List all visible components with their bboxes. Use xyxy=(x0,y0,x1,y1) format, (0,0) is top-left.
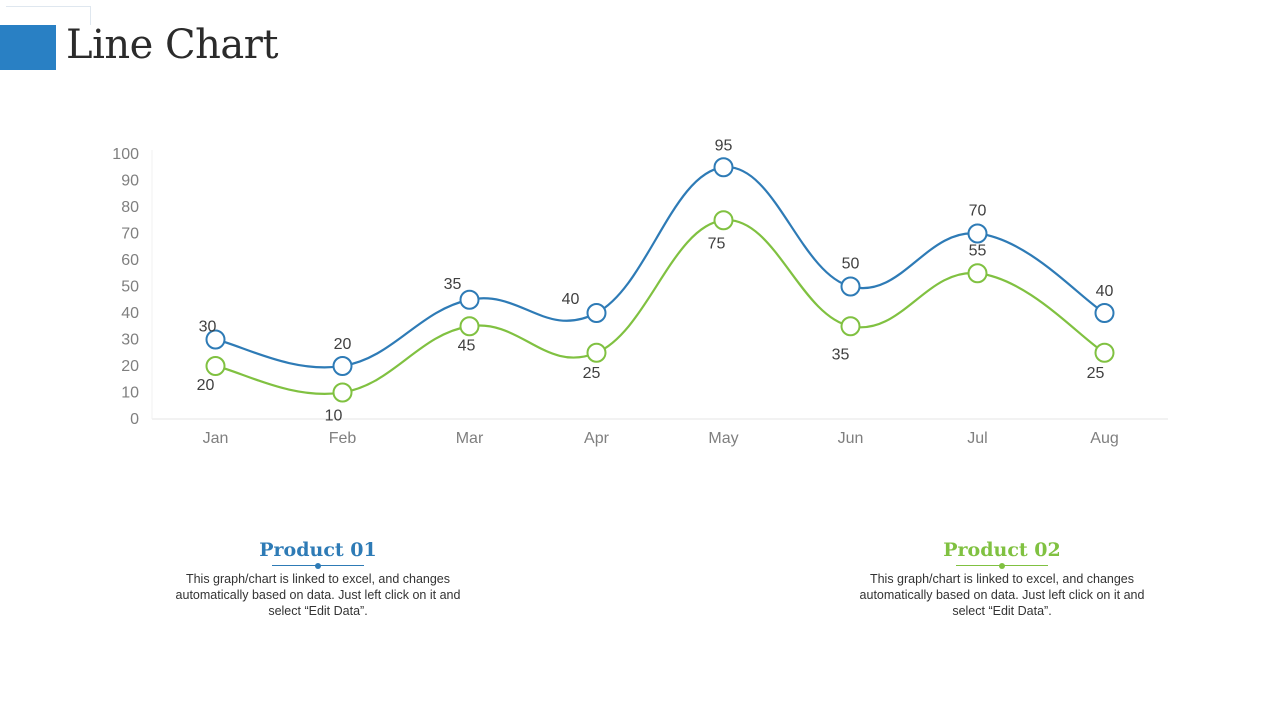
series-2-data-label: 25 xyxy=(1087,365,1105,382)
series-1-data-label: 40 xyxy=(1096,283,1114,300)
legend-product-02: Product 02 This graph/chart is linked to… xyxy=(842,536,1162,619)
y-tick-label: 30 xyxy=(121,332,139,349)
series-1-point xyxy=(967,223,988,244)
series-2-point xyxy=(967,263,988,284)
x-tick-label: Apr xyxy=(584,430,610,447)
y-tick-label: 90 xyxy=(121,173,139,190)
y-tick-label: 80 xyxy=(121,199,139,216)
series-1-point xyxy=(713,157,734,178)
series-2-point xyxy=(205,356,226,376)
series-2-point xyxy=(459,316,480,337)
series-2-point xyxy=(840,316,861,337)
series-2-data-label: 75 xyxy=(708,235,726,252)
corner-frame-decoration xyxy=(6,6,91,25)
series-2-data-label: 10 xyxy=(325,408,343,425)
series-1-point xyxy=(840,276,861,297)
y-tick-label: 10 xyxy=(121,385,139,402)
series-1-line xyxy=(215,166,1106,369)
series-2-data-label: 20 xyxy=(197,377,215,394)
x-tick-label: Feb xyxy=(329,430,357,447)
series-2-line xyxy=(215,219,1106,395)
legend-product-01-divider xyxy=(272,562,364,569)
series-1-data-label: 35 xyxy=(444,276,462,293)
x-tick-label: May xyxy=(708,430,738,447)
series-1-data-label: 30 xyxy=(199,319,217,336)
series-2-data-label: 45 xyxy=(458,337,476,354)
x-tick-label: Aug xyxy=(1090,430,1118,447)
y-tick-label: 40 xyxy=(121,305,139,322)
legend-product-02-description: This graph/chart is linked to excel, and… xyxy=(859,572,1145,618)
series-2-data-label: 25 xyxy=(583,365,601,382)
legend-product-02-divider xyxy=(956,562,1048,569)
x-tick-label: Jan xyxy=(203,430,229,447)
x-tick-label: Mar xyxy=(456,430,484,447)
y-tick-label: 100 xyxy=(112,146,139,163)
legend-product-02-title: Product 02 xyxy=(943,539,1061,561)
x-tick-label: Jul xyxy=(967,430,987,447)
y-tick-label: 60 xyxy=(121,252,139,269)
series-lines xyxy=(215,166,1106,395)
x-tick-label: Jun xyxy=(838,430,864,447)
legend-product-01-title: Product 01 xyxy=(259,539,377,561)
series-1-point xyxy=(459,289,480,310)
legend-product-01-dot-icon xyxy=(315,562,321,569)
series-1-point xyxy=(586,303,607,323)
data-labels: 30 20 35 40 95 50 70 40 20 10 45 25 75 35 55 25 xyxy=(197,137,1114,424)
y-tick-label: 70 xyxy=(121,226,139,243)
y-axis-labels: 0 10 20 30 40 50 60 70 80 90 100 xyxy=(112,146,139,428)
y-tick-label: 20 xyxy=(121,358,139,375)
series-1-data-label: 95 xyxy=(715,137,733,154)
series-1-data-label: 50 xyxy=(842,256,860,273)
legend-product-01-description: This graph/chart is linked to excel, and… xyxy=(175,572,461,618)
series-2-point xyxy=(1094,342,1115,363)
page-title: Line Chart xyxy=(66,22,278,68)
series-2-point xyxy=(332,382,353,403)
series-2-data-label: 55 xyxy=(969,242,987,259)
series-1-point xyxy=(205,329,226,350)
series-2-point xyxy=(586,342,607,363)
series-1-point xyxy=(1094,303,1115,323)
title-accent-block xyxy=(0,25,56,70)
legend-product-02-dot-icon xyxy=(999,562,1005,569)
series-1-data-label: 70 xyxy=(969,203,987,220)
series-1-point xyxy=(332,356,353,376)
legend-product-01: Product 01 This graph/chart is linked to… xyxy=(158,536,478,619)
series-markers xyxy=(205,157,1115,403)
series-1-data-label: 20 xyxy=(334,336,352,353)
series-2-point xyxy=(713,210,734,231)
series-1-data-label: 40 xyxy=(562,291,580,308)
y-tick-label: 0 xyxy=(130,411,139,428)
x-axis-labels: Jan Feb Mar Apr May Jun Jul Aug xyxy=(203,430,1119,447)
y-tick-label: 50 xyxy=(121,279,139,296)
series-2-data-label: 35 xyxy=(832,346,850,363)
